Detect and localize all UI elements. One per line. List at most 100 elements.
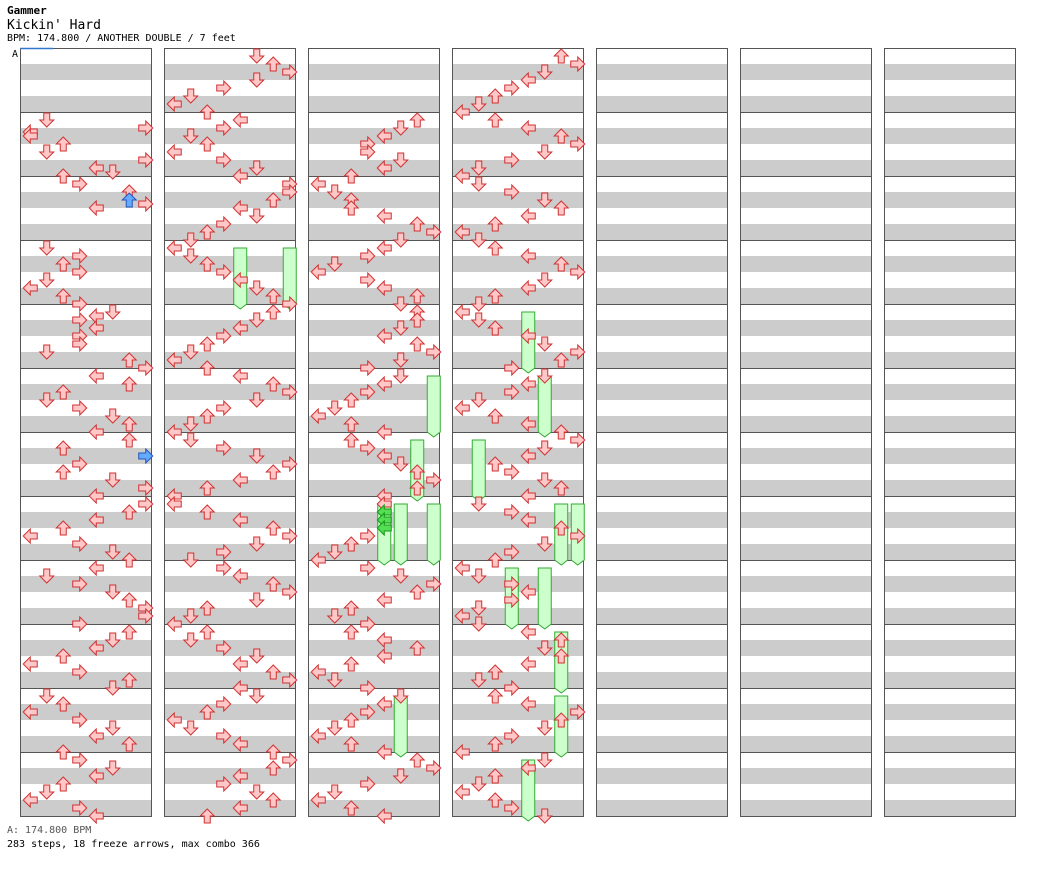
step-arrow-right	[282, 63, 298, 81]
beat-band	[164, 800, 296, 816]
beat-band	[596, 736, 728, 752]
beat-band	[596, 224, 728, 240]
beat-band	[164, 384, 296, 400]
step-arrow-right	[504, 679, 520, 697]
beat-band	[884, 736, 1016, 752]
step-arrow-left	[232, 767, 248, 785]
step-arrow-up	[199, 408, 216, 424]
step-arrow-down	[248, 48, 265, 64]
step-arrow-down	[248, 72, 265, 88]
beat-band	[740, 608, 872, 624]
step-arrow-up	[343, 168, 360, 184]
step-arrow-right	[282, 295, 298, 313]
step-arrow-right	[360, 383, 376, 401]
measure-column-3	[308, 48, 440, 817]
step-arrow-right	[504, 543, 520, 561]
beat-band	[308, 768, 440, 784]
step-arrow-left	[310, 791, 326, 809]
beat-band	[20, 480, 152, 496]
step-arrow-left	[310, 263, 326, 281]
step-arrow-down	[104, 408, 121, 424]
step-arrow-left	[376, 695, 392, 713]
step-arrow-right	[282, 583, 298, 601]
beat-band	[884, 640, 1016, 656]
beat-band	[20, 320, 152, 336]
step-arrow-right	[72, 263, 88, 281]
beat-band	[20, 416, 152, 432]
step-arrow-down	[470, 672, 487, 688]
beat-band	[164, 576, 296, 592]
step-arrow-down	[182, 232, 199, 248]
step-arrow-right	[216, 327, 232, 345]
step-arrow-right	[504, 183, 520, 201]
step-arrow-right	[360, 527, 376, 545]
step-arrow-up	[199, 600, 216, 616]
step-arrow-right	[72, 799, 88, 817]
step-arrow-up	[265, 744, 282, 760]
step-arrow-up	[265, 56, 282, 72]
step-arrow-down	[38, 144, 55, 160]
beat-band	[452, 640, 584, 656]
step-arrow-up	[553, 648, 570, 664]
step-arrow-up	[487, 688, 504, 704]
step-arrow-up	[55, 440, 72, 456]
step-arrow-down	[470, 776, 487, 792]
beat-band	[596, 96, 728, 112]
beat-band	[596, 608, 728, 624]
step-arrow-right	[570, 343, 586, 361]
step-arrow-down	[182, 608, 199, 624]
step-arrow-right	[216, 639, 232, 657]
step-arrow-right	[282, 527, 298, 545]
step-arrow-down	[182, 344, 199, 360]
step-arrow-left	[454, 399, 470, 417]
beat-band	[308, 448, 440, 464]
step-arrow-right	[138, 119, 154, 137]
beat-band	[452, 736, 584, 752]
freeze-arrow	[426, 375, 441, 438]
step-arrow-right	[216, 79, 232, 97]
step-arrow-left	[520, 415, 536, 433]
beat-band	[20, 448, 152, 464]
beat-band	[884, 672, 1016, 688]
step-arrow-down	[392, 320, 409, 336]
step-arrow-up	[487, 408, 504, 424]
step-arrow-right	[138, 495, 154, 513]
step-arrow-left	[376, 327, 392, 345]
step-arrow-up	[343, 656, 360, 672]
beat-band	[596, 352, 728, 368]
step-arrow-up	[409, 336, 426, 352]
step-arrow-up	[199, 504, 216, 520]
step-arrow-down	[38, 272, 55, 288]
beat-band	[20, 672, 152, 688]
beat-band	[596, 384, 728, 400]
step-arrow-up	[553, 128, 570, 144]
beat-band	[596, 448, 728, 464]
beat-band	[452, 192, 584, 208]
step-arrow-down	[38, 344, 55, 360]
step-arrow-down	[470, 96, 487, 112]
step-arrow-left	[520, 511, 536, 529]
beat-band	[308, 64, 440, 80]
beat-band	[596, 576, 728, 592]
beat-band	[740, 256, 872, 272]
step-arrow-left	[166, 351, 182, 369]
beat-band	[452, 96, 584, 112]
step-arrow-left	[232, 679, 248, 697]
beat-band	[164, 352, 296, 368]
step-arrow-right	[72, 335, 88, 353]
step-arrow-up	[553, 256, 570, 272]
step-arrow-down	[182, 720, 199, 736]
step-arrow-left	[232, 655, 248, 673]
step-arrow-left	[520, 279, 536, 297]
step-arrow-up	[487, 216, 504, 232]
beat-band	[596, 704, 728, 720]
chart-footer: A: 174.800 BPM 283 steps, 18 freeze arro…	[7, 824, 260, 852]
step-arrow-down	[470, 568, 487, 584]
step-arrow-right	[570, 135, 586, 153]
step-arrow-up	[55, 256, 72, 272]
step-arrow-down	[536, 808, 553, 824]
step-arrow-down	[248, 688, 265, 704]
beat-band	[740, 480, 872, 496]
beat-band	[452, 704, 584, 720]
step-arrow-up	[121, 624, 138, 640]
